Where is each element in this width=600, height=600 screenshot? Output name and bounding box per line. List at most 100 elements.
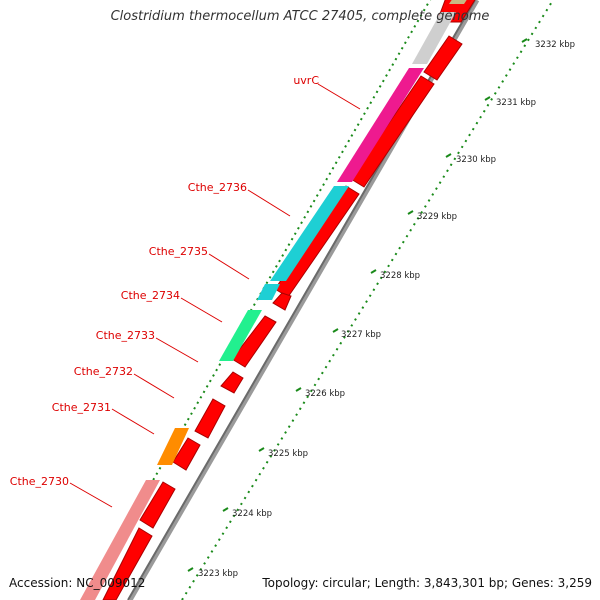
scale-tick-dot (240, 502, 243, 506)
feature-red-5[interactable] (272, 292, 292, 311)
scale-tick-dot (376, 282, 379, 286)
scale-label-3226: 3226 kbp (305, 389, 345, 399)
feature-red-2[interactable] (423, 35, 463, 81)
feature-tick-dot (265, 281, 269, 285)
feature-Cthe_2734[interactable] (219, 310, 262, 361)
scale-tick-dot (210, 550, 214, 553)
scale-label-3225: 3225 kbp (268, 449, 308, 459)
feature-tick-dot (208, 379, 212, 383)
leader-Cthe_2734 (180, 297, 223, 323)
label-Cthe_2730[interactable]: Cthe_2730 (10, 475, 69, 488)
feature-tick-dot (309, 205, 313, 208)
scale-tick-dot (460, 145, 464, 149)
scale-tick-dot (442, 175, 446, 179)
feature-red-9[interactable] (172, 437, 201, 471)
feature-other-gray[interactable] (412, 12, 456, 64)
scale-tick-dot (424, 205, 427, 208)
feature-tick-dot (353, 128, 357, 132)
scale-major-tick (187, 567, 194, 572)
label-Cthe_2736[interactable]: Cthe_2736 (188, 181, 247, 194)
scale-tick-dot (541, 14, 545, 18)
scale-major-tick (370, 269, 377, 274)
scale-label-3230: 3230 kbp (456, 155, 496, 165)
scale-tick-dot (486, 103, 490, 107)
scale-tick-dot (412, 222, 416, 226)
feature-tick-dot (350, 134, 354, 137)
leader-Cthe_2736 (247, 189, 291, 217)
scale-major-tick (407, 210, 414, 215)
scale-tick-dot (475, 121, 479, 125)
feature-tick-dot (369, 101, 373, 105)
feature-tick-dot (252, 303, 256, 306)
feature-tick-dot (183, 423, 187, 426)
feature-tick-dot (366, 106, 369, 110)
feature-tick-dot (359, 117, 363, 121)
scale-tick-dot (449, 163, 453, 167)
scale-label-3228: 3228 kbp (380, 271, 420, 281)
gene-labels: uvrC Cthe_2736 Cthe_2735 Cthe_2734 Cthe_… (10, 74, 320, 488)
label-uvrC[interactable]: uvrC (293, 74, 319, 87)
scale-tick-dot (295, 413, 298, 417)
scale-tick-dot (501, 80, 505, 83)
feature-tick-dot (328, 172, 332, 176)
scale-tick-dot (523, 44, 527, 48)
feature-tick-dot (193, 406, 196, 410)
scale-tick-dot (453, 157, 457, 161)
scale-tick-dot (372, 288, 376, 292)
label-Cthe_2733[interactable]: Cthe_2733 (96, 329, 155, 342)
label-Cthe_2735[interactable]: Cthe_2735 (149, 245, 208, 258)
scale-tick-dot (383, 270, 387, 274)
feature-tick-dot (278, 259, 281, 263)
feature-tick-dot (152, 477, 156, 481)
scale-tick-dot (317, 377, 321, 381)
label-leaders (69, 83, 361, 508)
feature-Cthe_2730[interactable] (80, 480, 160, 600)
feature-Cthe_2735[interactable] (257, 284, 280, 300)
label-Cthe_2732[interactable]: Cthe_2732 (74, 365, 133, 378)
feature-tick-dot (385, 74, 388, 77)
scale-tick-dot (479, 115, 482, 119)
scale-label-3223: 3223 kbp (198, 569, 238, 579)
scale-tick-dot (346, 330, 350, 333)
label-Cthe_2734[interactable]: Cthe_2734 (121, 289, 180, 302)
scale-tick-dot (545, 8, 549, 12)
feature-red-7[interactable] (220, 371, 244, 394)
feature-tick-dot (381, 79, 385, 83)
scale-tick-dot (302, 401, 306, 405)
feature-red-10[interactable] (139, 481, 176, 529)
scale-tick-dot (538, 20, 541, 24)
scale-tick-dot (287, 425, 291, 428)
feature-red-3[interactable] (350, 75, 435, 188)
scale-tick-dot (431, 193, 435, 196)
feature-uvrC[interactable] (337, 68, 424, 182)
scale-tick-dot (184, 591, 188, 595)
label-Cthe_2731[interactable]: Cthe_2731 (52, 401, 111, 414)
scale-tick-dot (457, 151, 460, 155)
scale-tick-dot (243, 496, 247, 500)
feature-Cthe_2736[interactable] (270, 186, 349, 281)
scale-tick-dot (435, 187, 438, 190)
leader-Cthe_2735 (208, 253, 250, 280)
feature-red-8[interactable] (194, 398, 226, 439)
scale-tick-dot (276, 443, 280, 446)
feature-tick-dot (344, 145, 347, 148)
feature-tick-dot (375, 90, 379, 94)
feature-red-6[interactable] (231, 315, 277, 368)
scale-tick-dot (232, 514, 236, 518)
feature-Cthe_2731[interactable] (157, 428, 189, 465)
scale-tick-dot (464, 139, 468, 143)
scale-tick-dot (343, 335, 346, 339)
feature-top-tan[interactable] (449, 0, 470, 4)
scale-tick-dot (368, 294, 372, 298)
scale-major-tick (484, 96, 491, 101)
feature-red-11[interactable] (102, 527, 153, 600)
scale-tick-dot (427, 199, 431, 202)
feature-tick-dot (293, 232, 297, 236)
scale-label-3232: 3232 kbp (535, 40, 575, 50)
forward-strand-features (80, 0, 470, 600)
feature-tick-dot (337, 155, 341, 159)
feature-tick-dot (391, 63, 395, 66)
feature-tick-dot (271, 270, 275, 274)
scale-tick-dot (284, 431, 287, 434)
scale-tick-dot (438, 181, 442, 185)
